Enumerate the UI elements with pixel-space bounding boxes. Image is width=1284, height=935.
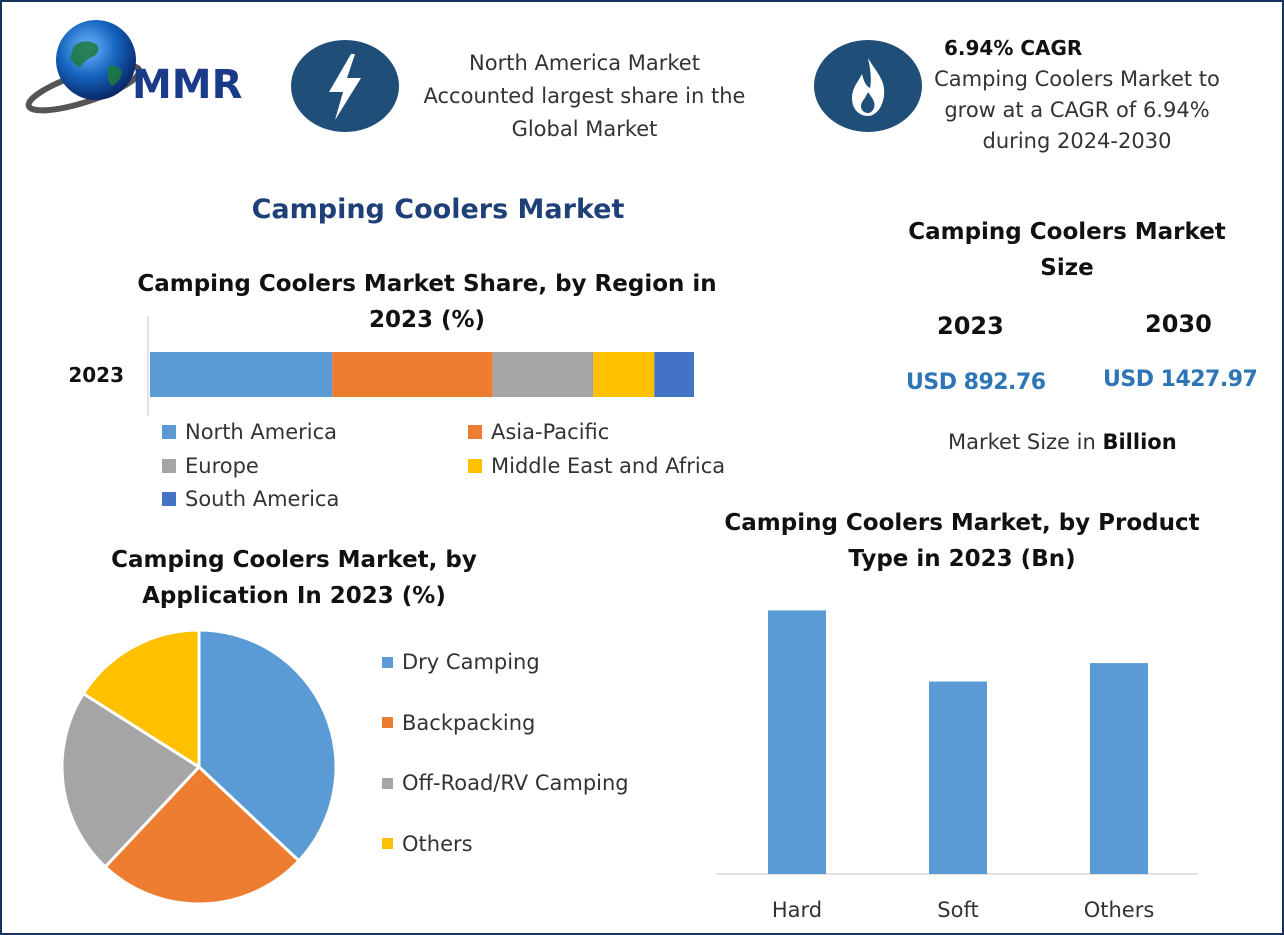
- region-chart-title: Camping Coolers Market Share, by Region …: [127, 266, 727, 338]
- legend-swatch: [382, 777, 393, 789]
- title-line: Camping Coolers Market: [908, 219, 1226, 245]
- highlight-line: North America Market: [469, 51, 700, 75]
- legend-item-backpacking: Backpacking: [382, 711, 535, 735]
- note-prefix: Market Size in: [948, 430, 1103, 454]
- legend-swatch: [468, 459, 482, 473]
- legend-swatch: [382, 838, 393, 849]
- highlight-line: Camping Coolers Market to: [934, 67, 1220, 91]
- legend-item-europe: Europe: [162, 454, 259, 478]
- year-2030-label: 2030: [1145, 310, 1212, 338]
- highlight-icon-circle: [291, 40, 399, 132]
- legend-item-dry-camping: Dry Camping: [382, 650, 540, 674]
- product-category-label-hard: Hard: [772, 898, 822, 922]
- highlight-icon-circle: [814, 40, 922, 132]
- highlight-line: Global Market: [511, 117, 658, 141]
- legend-label: Backpacking: [402, 710, 536, 735]
- pie-slice-others: [81, 628, 201, 770]
- logo-text: MMR: [132, 62, 242, 108]
- highlight-north-america: North America Market Accounted largest s…: [402, 47, 767, 146]
- legend-swatch: [382, 656, 393, 668]
- legend-swatch: [162, 425, 176, 439]
- year-2023-label: 2023: [937, 312, 1004, 340]
- lightning-icon: [329, 54, 361, 120]
- title-line: Camping Coolers Market, by: [111, 547, 477, 573]
- legend-item-others: Others: [382, 832, 473, 856]
- region-bar-segment-europe: [492, 352, 594, 397]
- legend-item-off-road-rv-camping: Off-Road/RV Camping: [382, 771, 629, 795]
- highlight-cagr: Camping Coolers Market to grow at a CAGR…: [932, 64, 1222, 157]
- product-category-label-others: Others: [1084, 898, 1155, 922]
- legend-label: Dry Camping: [402, 650, 540, 674]
- region-chart: 2023: [68, 316, 694, 416]
- note-unit: Billion: [1102, 430, 1177, 454]
- highlight-line: during 2024-2030: [982, 129, 1172, 153]
- product-bar-others: [1090, 663, 1148, 874]
- legend-label: South America: [185, 487, 340, 511]
- legend-swatch: [382, 717, 393, 728]
- region-bar-segment-middle-east-and-africa: [593, 352, 655, 397]
- legend-swatch: [468, 425, 482, 439]
- product-bar-chart: Hard Soft Others: [716, 610, 1198, 922]
- title-line: Camping Coolers Market Share, by Region …: [137, 271, 717, 297]
- pie-slice-dry-camping: [197, 628, 338, 863]
- legend-item-south-america: South America: [162, 487, 339, 511]
- market-size-note: Market Size in Billion: [948, 430, 1177, 454]
- legend-label: Europe: [185, 454, 259, 478]
- legend-label: Others: [402, 831, 473, 856]
- pie-slice-backpacking: [103, 764, 301, 906]
- title-line: Type in 2023 (Bn): [848, 546, 1076, 572]
- title-line: Camping Coolers Market, by Product: [724, 510, 1200, 536]
- market-size-2030-value: USD 1427.97: [1103, 367, 1258, 392]
- product-bar-soft: [929, 681, 987, 874]
- title-line: 2023 (%): [368, 307, 486, 333]
- highlight-line: Accounted largest share in the: [423, 84, 746, 108]
- region-category-label: 2023: [68, 363, 124, 387]
- region-bar-segment-south-america: [654, 352, 694, 397]
- page-title: Camping Coolers Market: [251, 194, 625, 225]
- legend-item-asia-pacific: Asia-Pacific: [468, 420, 609, 444]
- market-size-title: Camping Coolers Market Size: [897, 214, 1237, 286]
- legend-label: Asia-Pacific: [491, 420, 610, 444]
- pie-slice-off-road-rv-camping: [60, 691, 202, 869]
- mmr-logo: MMR: [24, 16, 264, 116]
- region-bar-segment-north-america: [150, 352, 333, 397]
- legend-label: North America: [185, 420, 338, 444]
- product-bar-hard: [768, 610, 826, 874]
- region-bar-segment-asia-pacific: [332, 352, 493, 397]
- legend-label: Middle East and Africa: [491, 454, 726, 478]
- title-line: Size: [1040, 255, 1094, 281]
- application-chart-title: Camping Coolers Market, by Application I…: [94, 542, 494, 614]
- legend-swatch: [162, 459, 176, 473]
- application-pie-chart: [60, 628, 338, 906]
- market-size-2023-value: USD 892.76: [906, 370, 1046, 395]
- product-category-label-soft: Soft: [937, 898, 978, 922]
- title-line: Application In 2023 (%): [142, 583, 446, 609]
- highlight-line: grow at a CAGR of 6.94%: [944, 98, 1210, 122]
- product-chart-title: Camping Coolers Market, by Product Type …: [712, 505, 1212, 577]
- legend-item-north-america: North America: [162, 420, 337, 444]
- legend-item-middle-east-and-africa: Middle East and Africa: [468, 454, 725, 478]
- flame-icon: [852, 58, 885, 116]
- cagr-title: 6.94% CAGR: [944, 36, 1083, 60]
- legend-swatch: [162, 492, 176, 506]
- legend-label: Off-Road/RV Camping: [402, 771, 629, 795]
